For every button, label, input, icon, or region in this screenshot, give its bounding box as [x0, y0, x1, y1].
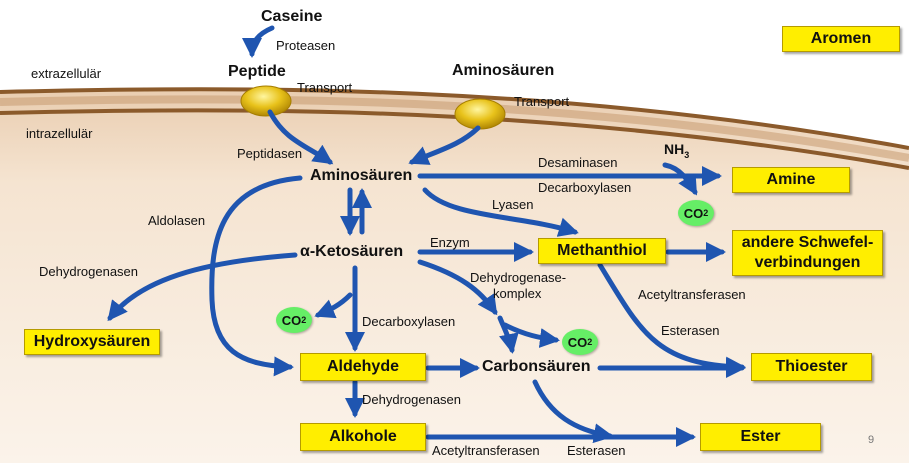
label-dehydrogenase-komplex-1: Dehydrogenase- — [470, 270, 567, 285]
arrow-komplex-co2 — [502, 322, 560, 348]
label-peptidasen: Peptidasen — [237, 146, 303, 161]
label-aldolasen: Aldolasen — [148, 213, 206, 228]
arrow-transport-aminosaeuren — [408, 125, 481, 165]
arrow-peptide-aminosaeuren — [267, 109, 334, 165]
arrow-nh3 — [662, 162, 698, 196]
co2-subscript: 2 — [703, 208, 709, 218]
label-esterasen-right: Esterasen — [661, 323, 720, 338]
label-transport-right: Transport — [514, 94, 570, 109]
label-caseine: Caseine — [261, 8, 323, 25]
arrow-keto-komplex — [417, 259, 498, 316]
page-number: 9 — [868, 434, 875, 446]
label-ketosaeuren: α-Ketosäuren — [300, 243, 404, 260]
label-dehydrogenase-komplex-2: komplex — [493, 286, 542, 301]
box-hydroxysaeuren: Hydroxysäuren — [24, 329, 160, 355]
arrow-aldolasen-aldehyde — [209, 175, 303, 377]
co2-text: CO — [683, 205, 704, 221]
box-aromen: Aromen — [782, 26, 900, 52]
label-intrazellular: intrazellulär — [26, 126, 93, 141]
arrow-keto-hydroxy — [107, 252, 298, 322]
label-aminosaeuren-extracellular: Aminosäuren — [452, 62, 555, 79]
co2-subscript: 2 — [301, 315, 307, 325]
label-extrazellular: extrazellulär — [31, 66, 102, 81]
label-dehydrogenasen-left: Dehydrogenasen — [39, 264, 139, 279]
label-enzym: Enzym — [430, 235, 470, 250]
co2-bubble-komplex: CO 2 — [562, 329, 598, 355]
label-dehydrogenasen-bottom: Dehydrogenasen — [362, 392, 462, 407]
label-acetyltransferasen-right: Acetyltransferasen — [638, 287, 746, 302]
box-aldehyde: Aldehyde — [300, 353, 426, 381]
nh3-label: NH3 — [664, 141, 689, 160]
label-transport-left: Transport — [297, 80, 353, 95]
arrow-aminosaeuren-methanthiol — [422, 187, 579, 237]
transport-channel-right — [454, 98, 506, 130]
box-amine: Amine — [732, 167, 850, 193]
arrow-keto-co2 — [314, 292, 353, 319]
label-lyasen: Lyasen — [492, 197, 534, 212]
label-decarboxylasen-mid: Decarboxylasen — [362, 314, 456, 329]
label-proteasen: Proteasen — [276, 38, 336, 53]
co2-text: CO — [567, 334, 588, 350]
arrow-caseine-peptide — [242, 25, 275, 58]
label-decarboxylasen-top: Decarboxylasen — [538, 180, 632, 195]
box-thioester: Thioester — [751, 353, 872, 381]
box-methanthiol: Methanthiol — [538, 238, 666, 264]
box-schwefelverbindungen: andere Schwefel-verbindungen — [732, 230, 883, 276]
co2-bubble-amine: CO 2 — [678, 200, 714, 226]
arrow-komplex-carbon — [497, 315, 519, 354]
co2-subscript: 2 — [587, 337, 593, 347]
membrane-middle — [0, 95, 909, 162]
nh3-text: NH — [664, 141, 685, 157]
co2-text: CO — [281, 312, 302, 328]
label-peptide: Peptide — [228, 63, 286, 80]
membrane-inner — [0, 108, 909, 170]
box-ester: Ester — [700, 423, 821, 451]
box-alkohole: Alkohole — [300, 423, 426, 451]
label-esterasen-bottom: Esterasen — [567, 443, 626, 458]
transport-channel-left — [240, 85, 292, 117]
arrow-carbon-ester — [532, 379, 614, 444]
label-acetyltransferasen-bottom: Acetyltransferasen — [432, 443, 540, 458]
co2-bubble-ketosaeuren: CO 2 — [276, 307, 312, 333]
membrane-outer — [0, 87, 909, 150]
label-desaminasen: Desaminasen — [538, 155, 618, 170]
arrow-methanthiol-thioester — [597, 262, 746, 377]
label-aminosaeuren: Aminosäuren — [310, 167, 413, 184]
label-carbonsaeuren: Carbonsäuren — [482, 358, 591, 375]
nh3-subscript: 3 — [684, 149, 690, 160]
